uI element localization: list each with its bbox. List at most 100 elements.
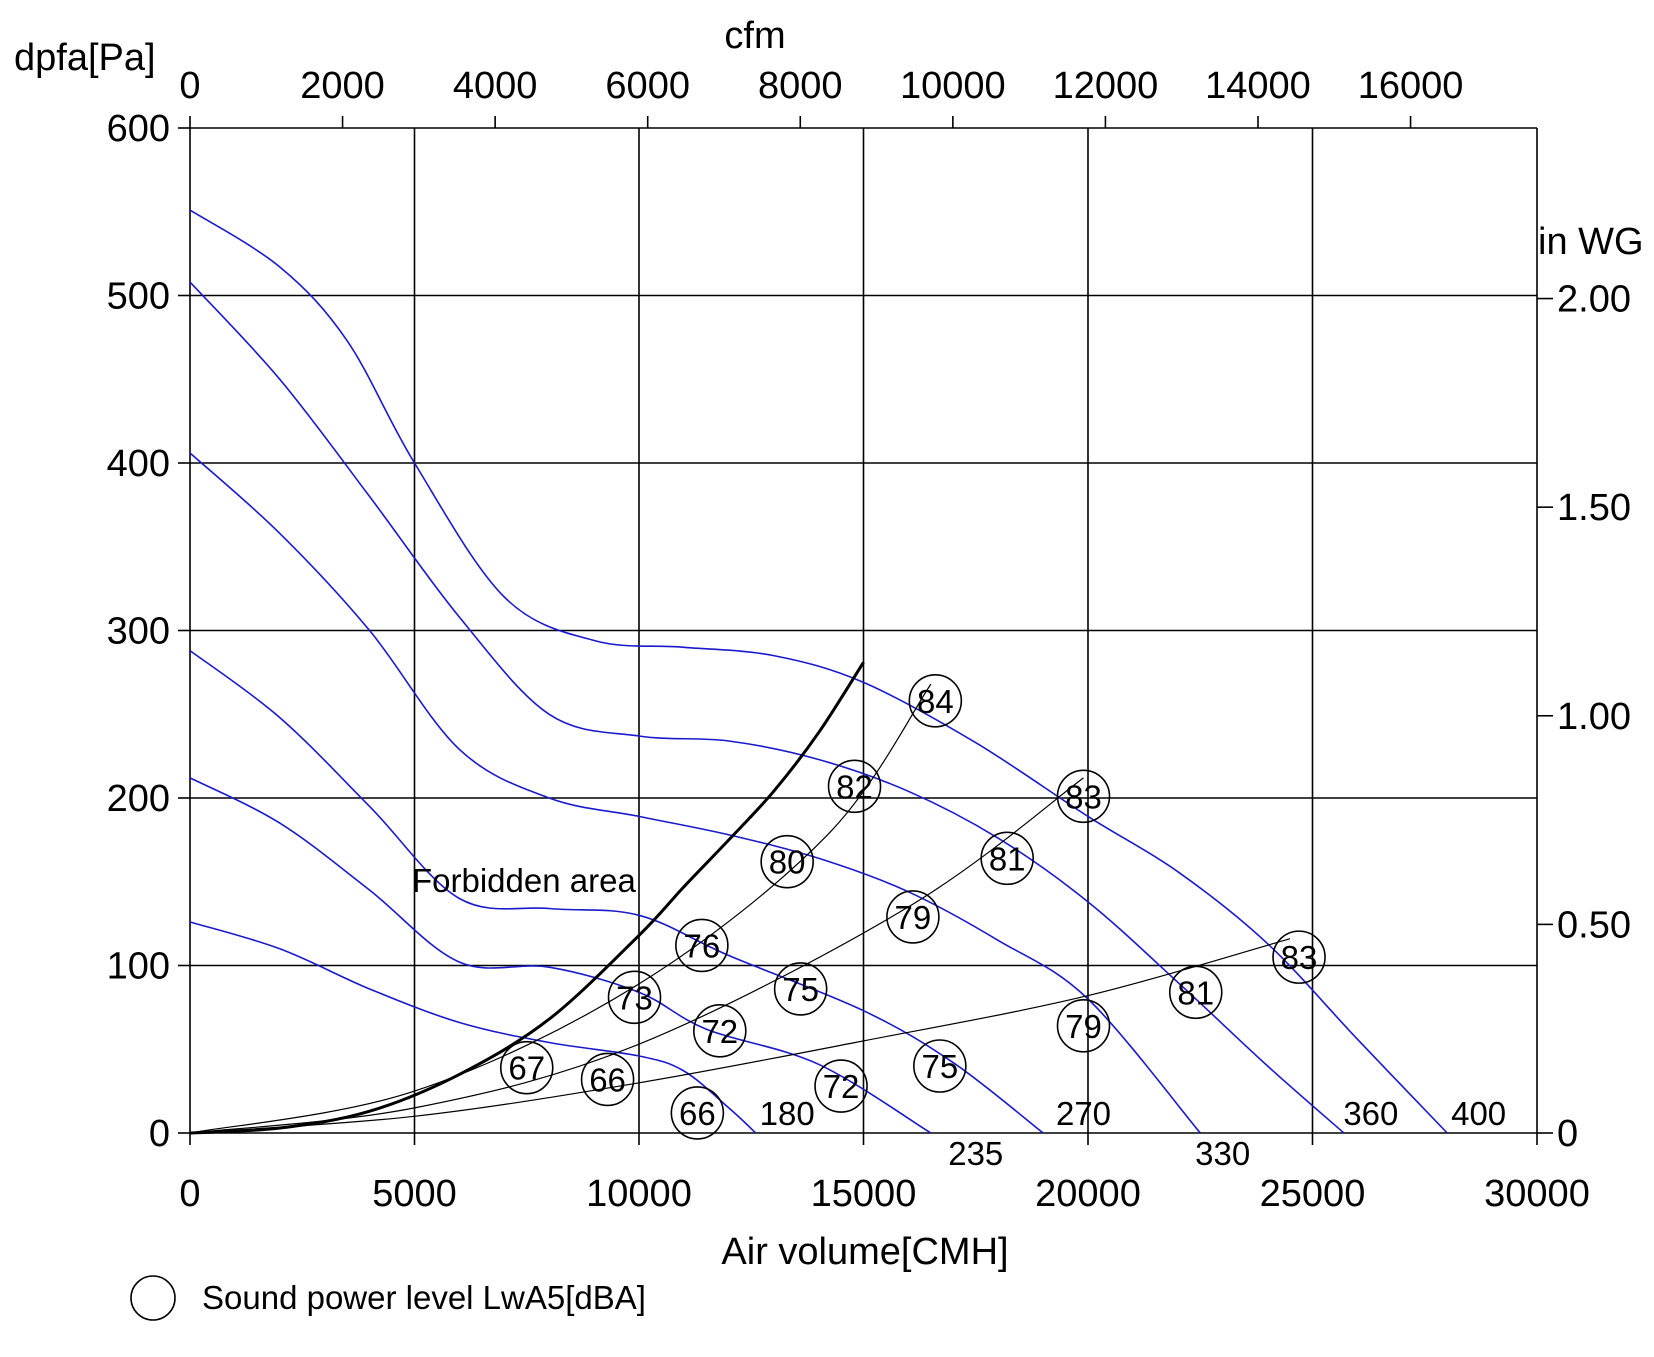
sound-level-marker: 83 [1272,930,1326,984]
grid [189,127,1538,1134]
y2-tick-label: 0.50 [1557,904,1631,946]
y2-axis-ticks: 0 0.50 1.00 1.50 2.00 [1537,279,1631,1155]
y-tick-label: 500 [107,276,170,318]
sound-level-value: 72 [823,1068,860,1105]
x2-tick-label: 10000 [900,65,1006,107]
x-tick-label: 30000 [1484,1173,1590,1215]
y-tick-label: 400 [107,443,170,485]
y2-tick-label: 1.00 [1557,696,1631,738]
system-curve [189,683,932,1134]
sound-level-value: 66 [679,1095,716,1132]
legend-circle-icon [130,1275,176,1321]
sound-level-circle [980,831,1034,886]
sound-level-circle [814,1059,868,1113]
fan-curve-label: 235 [948,1135,1003,1172]
fan-curve-label: 330 [1195,1135,1250,1172]
fan-curve-label: 400 [1451,1095,1506,1132]
sound-level-marker: 66 [580,1052,635,1107]
fan-curve [189,209,1448,1134]
sound-level-circle [1056,769,1111,824]
x2-axis-title: cfm [724,15,785,57]
sound-level-marker: 84 [908,674,963,728]
y-tick-label: 600 [107,108,170,150]
sound-level-marker: 67 [499,1040,554,1095]
sound-level-marker: 82 [827,759,882,814]
sound-level-marker: 80 [760,834,814,889]
sound-level-circle [1168,965,1223,1020]
x2-tick-label: 8000 [758,65,843,107]
fan-curve [189,649,1044,1134]
system-lines [189,683,1291,1134]
x2-tick-label: 0 [179,65,200,107]
sound-power-points: 67 66 66 73 72 72 76 75 75 80 79 79 82 81 81 84 83 83 [499,674,1326,1140]
sound-level-circle [913,1039,967,1093]
y-tick-label: 300 [107,611,170,653]
sound-level-circle [670,1086,725,1140]
legend-label: Sound power level LwA5[dBA] [202,1279,646,1316]
y2-tick-label: 1.50 [1557,487,1631,529]
fan-curve-label: 360 [1343,1095,1398,1132]
y2-axis-title: in WG [1538,221,1644,263]
sound-level-marker: 79 [886,890,940,944]
x-tick-label: 5000 [372,1173,457,1215]
sound-level-value: 83 [1065,778,1102,815]
x2-tick-label: 2000 [300,65,385,107]
x2-axis-ticks: 0 2000 4000 6000 8000 10000 12000 14000 16000 [179,65,1463,128]
sound-level-marker: 66 [670,1086,725,1140]
sound-level-marker: 83 [1056,769,1111,824]
y2-tick-label: 2.00 [1557,279,1631,321]
sound-level-value: 72 [701,1013,738,1050]
sound-level-circle [693,1004,747,1058]
forbidden-area-label: Forbidden area [412,862,636,899]
sound-level-marker: 81 [980,831,1034,886]
sound-level-value: 81 [989,840,1026,877]
sound-level-circle [908,674,963,728]
sound-level-marker: 73 [607,970,662,1025]
system-curve [189,938,1291,1134]
sound-level-circle [580,1052,635,1107]
sound-level-circle [607,970,662,1025]
x2-tick-label: 6000 [605,65,690,107]
fan-curve [189,777,932,1134]
sound-level-circle [499,1040,554,1095]
forbidden-area-limit [189,661,865,1135]
x-axis-ticks: 0 5000 10000 15000 20000 25000 30000 [179,1133,1590,1215]
sound-level-marker: 75 [913,1039,967,1093]
x-tick-label: 20000 [1035,1173,1141,1215]
sound-level-value: 79 [895,899,932,936]
x2-tick-label: 14000 [1205,65,1311,107]
sound-level-marker: 76 [675,918,729,973]
forbidden-area-line [189,661,865,1135]
sound-level-value: 76 [684,927,721,964]
y-tick-label: 100 [107,946,170,988]
sound-level-value: 75 [782,971,819,1008]
sound-level-circle [1056,999,1111,1053]
x-tick-label: 0 [179,1173,200,1215]
sound-level-value: 80 [769,844,806,881]
sound-level-marker: 81 [1168,965,1223,1020]
x-tick-label: 15000 [811,1173,917,1215]
sound-level-value: 79 [1065,1008,1102,1045]
fan-curve [189,281,1345,1134]
fan-curve-label: 180 [760,1095,815,1132]
sound-level-value: 82 [836,768,873,805]
sound-level-marker: 75 [773,962,828,1016]
y-tick-label: 200 [107,778,170,820]
x-tick-label: 25000 [1260,1173,1366,1215]
sound-level-value: 67 [508,1050,545,1087]
sound-level-value: 83 [1281,939,1318,976]
sound-level-circle [773,962,828,1016]
sound-level-value: 75 [921,1048,958,1085]
x-axis-title: Air volume[CMH] [721,1231,1008,1273]
x2-tick-label: 4000 [453,65,538,107]
sound-level-circle [760,834,814,889]
fan-curve [189,452,1201,1134]
x2-tick-label: 16000 [1358,65,1464,107]
fan-curve-labels: 180 235 270 330 360 400 [760,1095,1507,1172]
sound-level-value: 81 [1177,974,1214,1011]
y-tick-label: 0 [149,1113,170,1155]
legend: Sound power level LwA5[dBA] [130,1275,646,1321]
sound-level-value: 84 [917,683,954,720]
sound-level-marker: 79 [1056,999,1111,1053]
